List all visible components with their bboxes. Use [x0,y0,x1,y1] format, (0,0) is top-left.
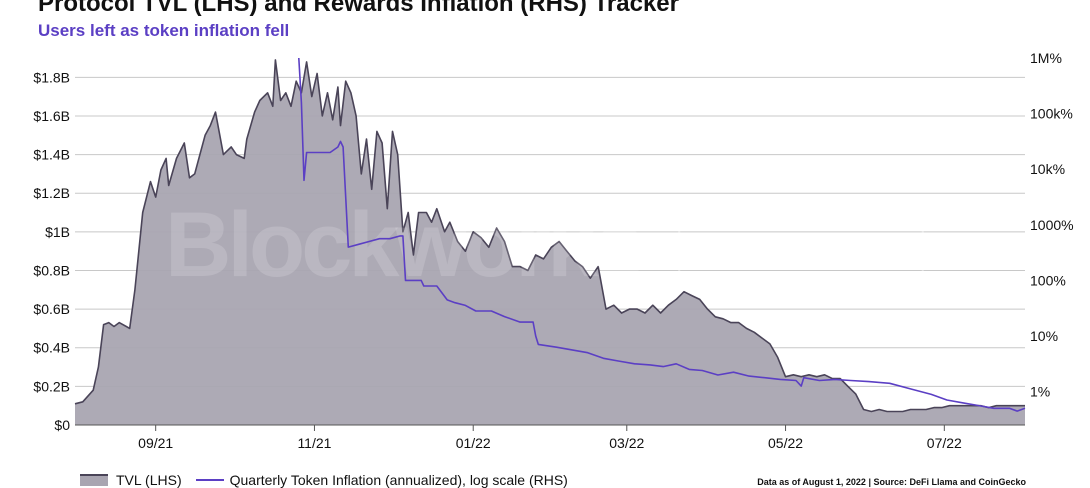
y-axis-left: $0 $0.2B $0.4B $0.6B $0.8B $1B $1.2B $1.4B $1.6B… [33,69,70,433]
x-tick-label: 09/21 [138,435,173,451]
legend-label-tvl: TVL (LHS) [116,472,182,488]
y-right-tick-label: 100k% [1030,106,1073,122]
x-tick-label: 01/22 [456,435,491,451]
watermark-badge: Research [715,229,886,273]
y-right-tick-label: 1000% [1030,217,1074,233]
x-tick-label: 07/22 [927,435,962,451]
source-note: Data as of August 1, 2022 | Source: DeFi… [757,477,1026,487]
inflation-line [298,57,1026,412]
y-right-tick-label: 10k% [1030,161,1065,177]
y-left-tick-label: $0.2B [33,378,70,394]
y-right-tick-label: 1M% [1030,50,1062,66]
legend-label-inflation: Quarterly Token Inflation (annualized), … [229,472,568,488]
y-left-tick-label: $1.4B [33,147,70,163]
x-tick-label: 05/22 [768,435,803,451]
chart-title: Protocol TVL (LHS) and Rewards Inflation… [38,0,679,17]
x-axis: 09/21 11/21 01/22 03/22 05/22 07/22 [75,424,1025,451]
y-left-tick-label: $1.2B [33,185,70,201]
inflation-series [298,57,1026,412]
y-left-tick-label: $1.8B [33,69,70,85]
y-left-tick-label: $1.6B [33,108,70,124]
y-left-tick-label: $1B [45,224,70,240]
legend: TVL (LHS) Quarterly Token Inflation (ann… [80,472,568,488]
y-left-tick-label: $0.8B [33,262,70,278]
chart-subtitle: Users left as token inflation fell [38,21,290,40]
legend-swatch-inflation [195,479,224,481]
y-axis-right: 1% 10% 100% 1000% 10k% 100k% 1M% [1030,50,1074,400]
x-tick-label: 03/22 [609,435,644,451]
tvl-line [74,59,1025,413]
y-left-tick-label: $0.6B [33,301,70,317]
legend-swatch-tvl [80,474,108,486]
y-left-tick-label: $0 [54,417,70,433]
y-right-tick-label: 10% [1030,328,1058,344]
tvl-series [74,59,1025,426]
watermark-badge-box [678,219,924,283]
x-tick-label: 11/21 [297,435,331,451]
watermark: Blockworks Research [165,194,924,296]
y-right-tick-label: 100% [1030,272,1066,288]
tvl-area [75,59,1025,426]
y-left-tick-label: $0.4B [33,340,70,356]
y-right-tick-label: 1% [1030,384,1050,400]
